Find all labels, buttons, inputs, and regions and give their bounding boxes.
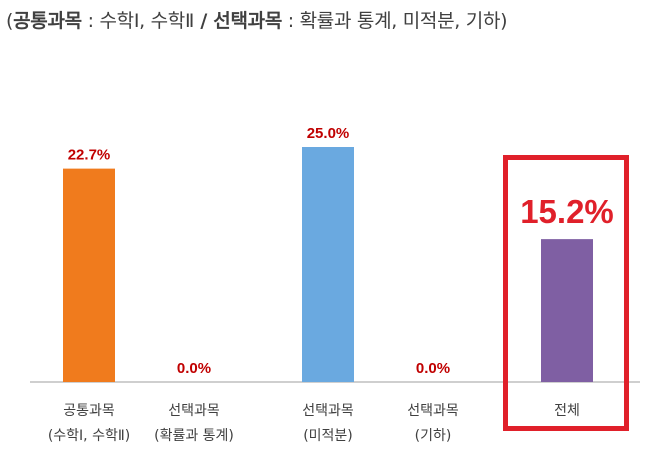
category-label-3-0: 선택과목 [407,403,459,419]
category-label-0-0: 공통과목 [63,403,115,419]
subtitle-paren-open: ( [6,10,14,32]
category-label-2-1: (미적분) [303,428,353,444]
subtitle-elective-subjects: 확률과 통계, 미적분, 기하 [299,10,501,32]
subtitle-paren-close: ) [500,10,508,32]
subtitle-common-sep: : [81,10,100,32]
data-label-2: 25.0% [307,125,350,142]
category-label-0-1: (수학Ⅰ, 수학Ⅱ) [48,428,130,444]
data-label-4: 15.2% [520,193,614,230]
category-label-1-1: (확률과 통계) [154,428,234,444]
category-label-2-0: 선택과목 [302,403,354,419]
bar-0 [63,168,115,382]
highlight-box [503,155,629,431]
category-label-3-1: (기하) [415,428,452,444]
data-label-0: 22.7% [68,147,111,164]
category-label-1-0: 선택과목 [168,403,220,419]
bar-2 [302,147,354,382]
subtitle-common-subjects: 수학Ⅰ, 수학Ⅱ [99,10,195,32]
data-label-3: 0.0% [416,360,450,377]
subtitle-common-label: 공통과목 [13,10,82,32]
subtitle-divider: / [194,10,214,32]
bar-4 [541,239,593,382]
subtitle-elective-sep: : [282,10,300,32]
data-label-1: 0.0% [177,360,211,377]
category-label-4-0: 전체 [554,403,580,419]
subtitle-elective-label: 선택과목 [213,10,283,32]
chart-subtitle: (공통과목 : 수학Ⅰ, 수학Ⅱ / 선택과목 : 확률과 통계, 미적분, 기… [6,6,656,33]
